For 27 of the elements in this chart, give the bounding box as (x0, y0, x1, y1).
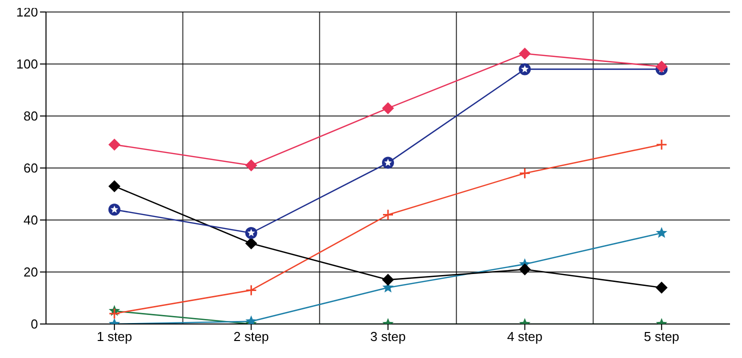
point (382, 274, 394, 286)
x-tick-label: 1 step (96, 329, 132, 344)
point (245, 237, 258, 250)
point (245, 159, 258, 172)
point (656, 282, 668, 294)
y-tick-label: 0 (30, 316, 38, 332)
point (518, 48, 531, 60)
point (382, 209, 394, 221)
point (656, 227, 668, 238)
point (108, 180, 120, 192)
point (108, 308, 120, 320)
point (656, 138, 668, 150)
x-tick-label: 2 step (233, 329, 269, 344)
x-tick-label: 3 step (370, 329, 406, 344)
point (108, 138, 120, 151)
y-tick-label: 80 (24, 108, 38, 124)
y-tick-label: 60 (24, 160, 38, 176)
x-tick-label: 5 step (644, 329, 680, 344)
point (382, 102, 394, 114)
point (656, 60, 668, 73)
x-tick-label: 4 step (507, 329, 543, 344)
y-tick-label: 100 (16, 56, 38, 72)
y-tick-label: 20 (24, 264, 38, 280)
point (518, 263, 531, 276)
y-tick-label: 40 (24, 212, 38, 228)
point (245, 284, 257, 296)
point (519, 167, 531, 179)
